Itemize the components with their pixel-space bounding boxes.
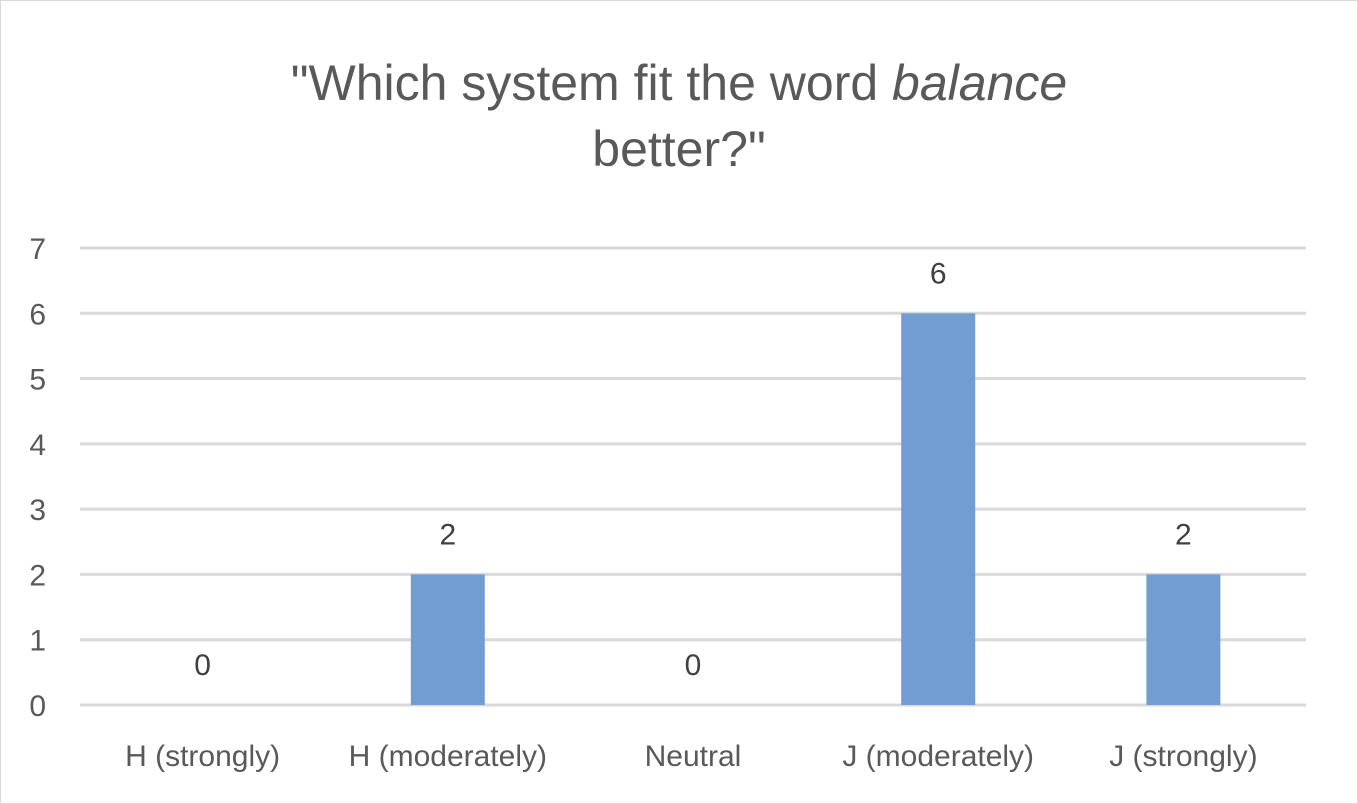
chart-title-prefix: "Which system fit the word: [290, 55, 893, 111]
y-tick-label: 1: [29, 625, 46, 658]
data-label: 0: [194, 649, 211, 682]
data-label: 6: [930, 257, 947, 290]
x-category-label: H (moderately): [349, 740, 547, 773]
x-category-label: J (moderately): [842, 740, 1034, 773]
y-tick-label: 3: [29, 494, 46, 527]
chart-title-line2: better?": [592, 121, 766, 177]
data-labels: 0 2 0 6 2: [194, 257, 1191, 682]
chart-title-line1: "Which system fit the word balance: [0, 50, 1358, 116]
y-axis-ticks: 0 1 2 3 4 5 6 7: [29, 233, 46, 723]
y-tick-label: 5: [29, 364, 46, 397]
x-category-label: H (strongly): [125, 740, 280, 773]
x-axis-categories: H (strongly) H (moderately) Neutral J (mode…: [125, 740, 1257, 773]
y-tick-label: 4: [29, 429, 46, 462]
chart-title-italic-word: balance: [892, 55, 1068, 111]
bar: [410, 574, 485, 705]
y-tick-label: 0: [29, 690, 46, 723]
y-tick-label: 2: [29, 559, 46, 592]
x-category-label: Neutral: [645, 740, 742, 773]
bar: [1146, 574, 1221, 705]
data-label: 2: [439, 518, 456, 551]
data-label: 0: [685, 649, 702, 682]
y-tick-label: 7: [29, 233, 46, 266]
chart-title: "Which system fit the word balance bette…: [0, 50, 1358, 182]
gridlines: [80, 246, 1306, 707]
bars: [410, 313, 1221, 705]
x-category-label: J (strongly): [1109, 740, 1257, 773]
y-tick-label: 6: [29, 298, 46, 331]
data-label: 2: [1175, 518, 1192, 551]
bar: [901, 313, 976, 705]
